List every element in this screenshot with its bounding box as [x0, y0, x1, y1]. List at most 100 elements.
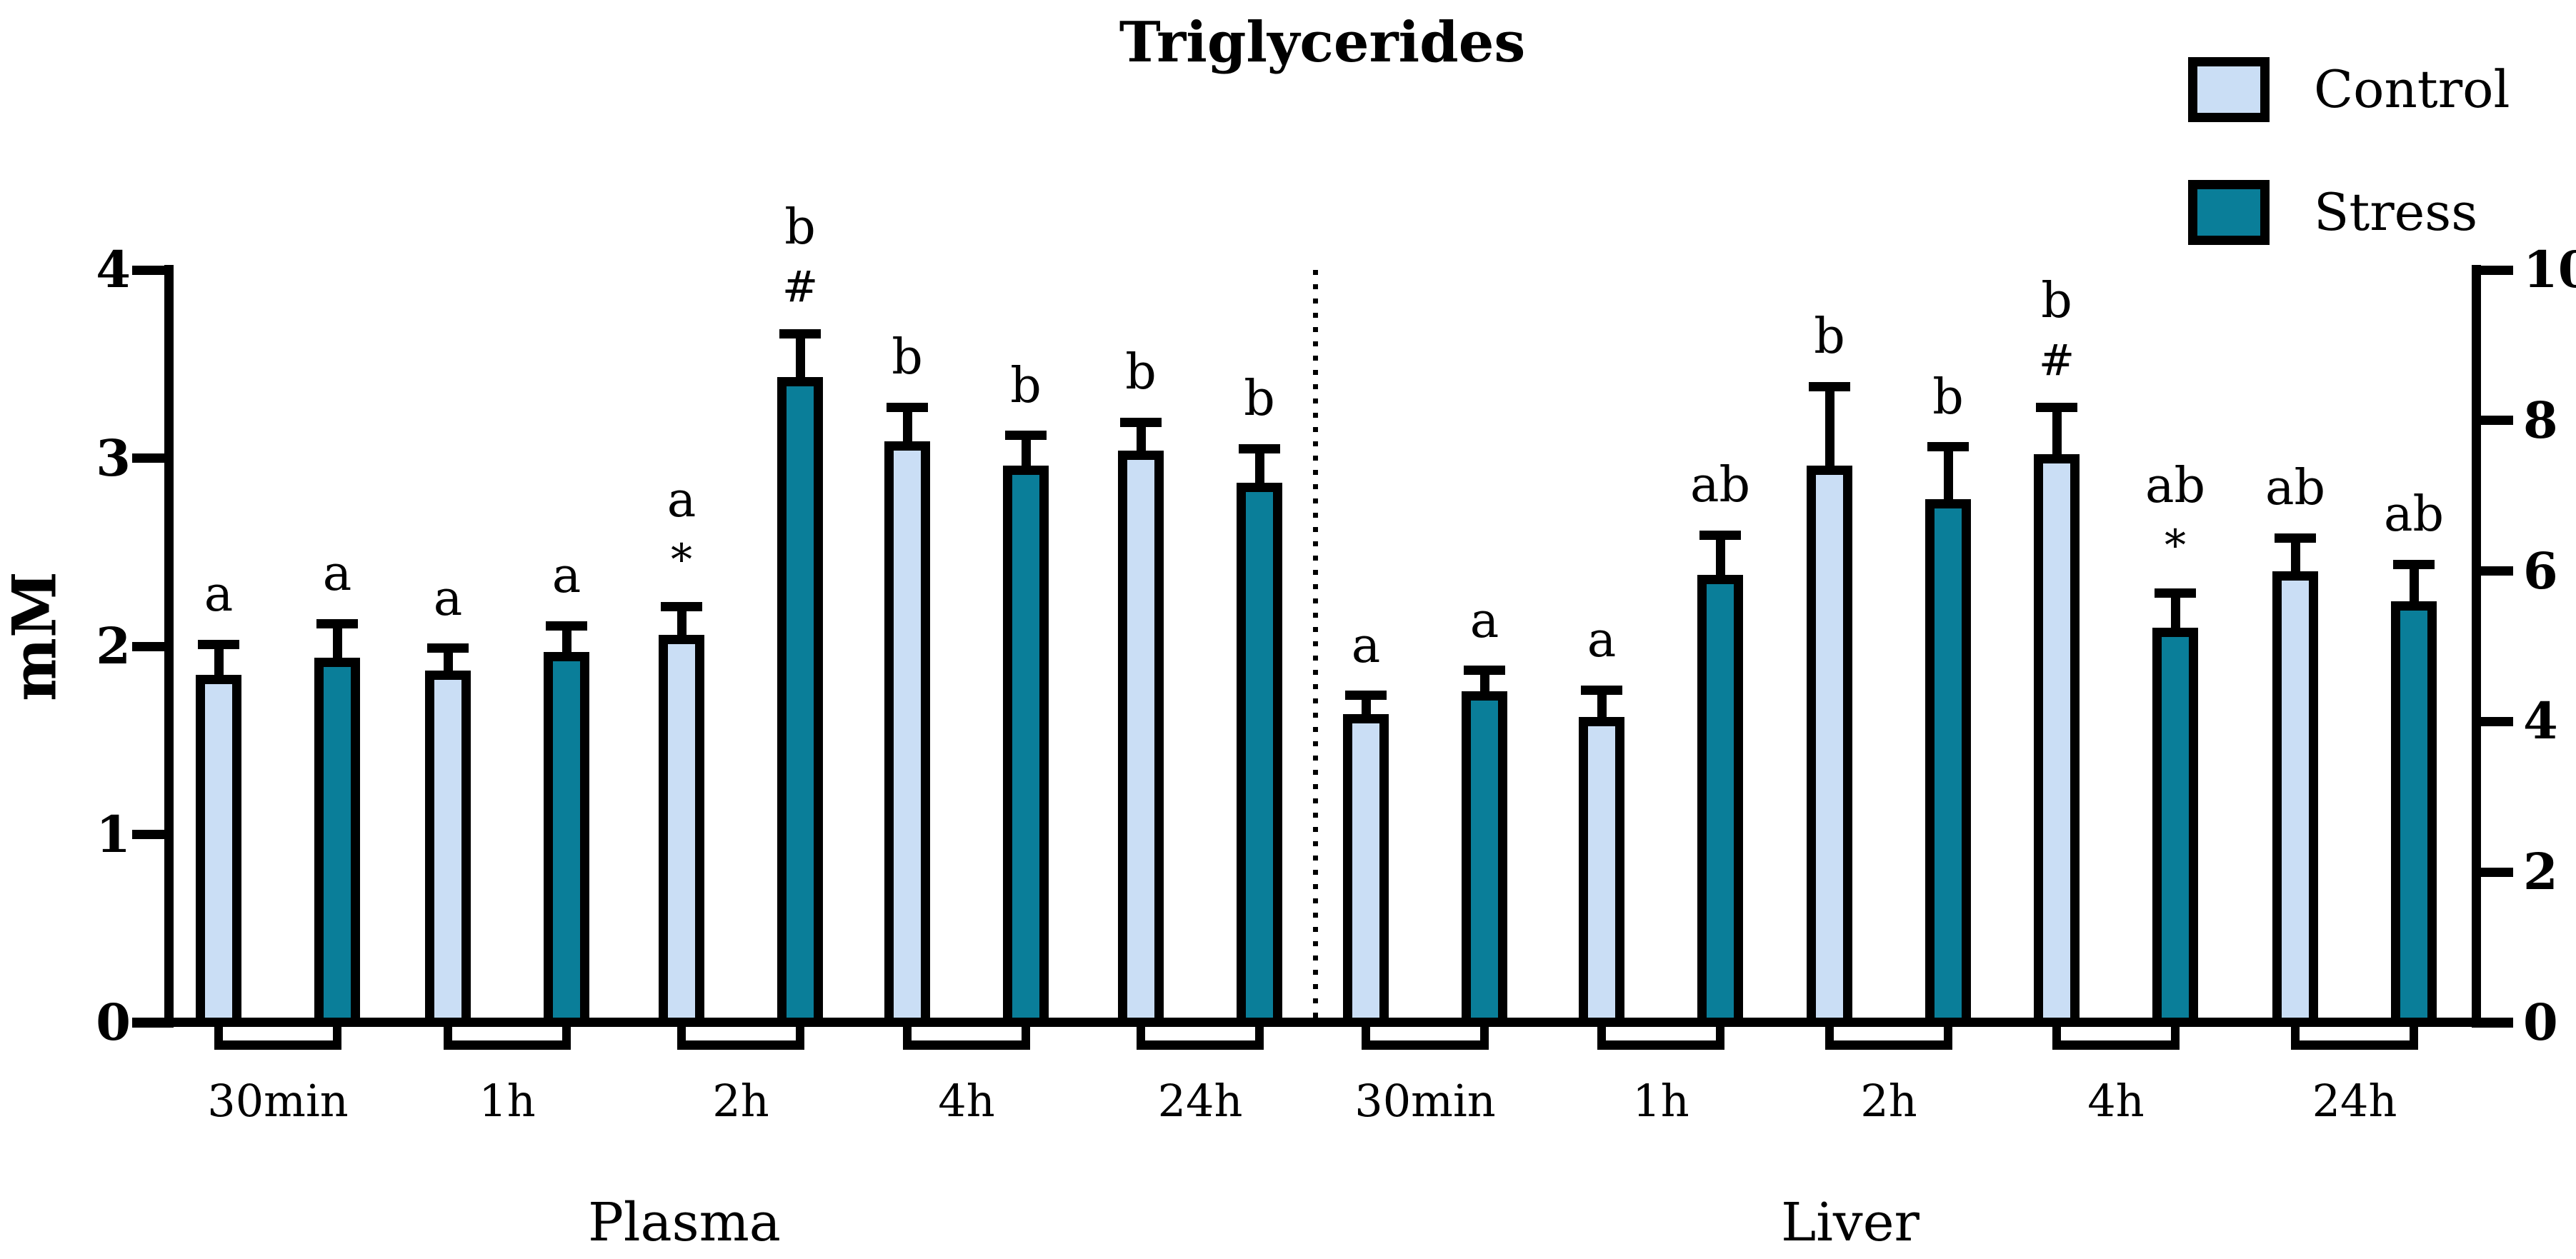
legend-item-control: Control: [2188, 57, 2510, 122]
bar-plasma-24h-control: [1118, 450, 1164, 1027]
right-axis-tick-4: [2472, 716, 2513, 726]
right-axis-tick-label-2: 2: [2523, 842, 2558, 902]
legend-label-stress: Stress: [2314, 182, 2478, 242]
sig-label-liver-30min-control: a: [1352, 616, 1381, 677]
category-label-plasma-1h: 1h: [479, 1075, 536, 1127]
bar-plasma-4h-control: [884, 441, 930, 1027]
sig-letter-liver-4h-stress: ab: [2145, 458, 2206, 515]
right-axis-tick-10: [2472, 265, 2513, 275]
right-axis-tick-label-4: 4: [2523, 691, 2558, 751]
bar-liver-4h-control: [2034, 454, 2080, 1027]
error-cap-plasma-4h-stress: [1005, 431, 1047, 441]
pair-bracket-liver-30min: [1362, 1025, 1489, 1050]
bar-liver-30min-stress: [1462, 691, 1507, 1027]
pair-bracket-liver-4h: [2052, 1025, 2180, 1050]
pair-bracket-liver-1h: [1597, 1025, 1724, 1050]
right-axis-tick-label-10: 10: [2523, 240, 2576, 299]
error-bar-plasma-2h-stress: [795, 333, 805, 391]
bar-plasma-2h-control: [659, 635, 704, 1027]
error-cap-plasma-24h-control: [1120, 417, 1162, 427]
sig-letter-liver-24h-control: ab: [2265, 460, 2326, 517]
right-axis-tick-0: [2472, 1018, 2513, 1028]
sig-letter-plasma-24h-control: b: [1125, 344, 1157, 401]
left-axis-tick-label-0: 0: [96, 993, 131, 1052]
bar-liver-1h-stress: [1697, 574, 1743, 1027]
sig-label-plasma-4h-stress: b: [1010, 356, 1042, 417]
bar-plasma-30min-control: [196, 674, 241, 1027]
error-cap-liver-30min-stress: [1464, 666, 1505, 676]
chart-title: Triglycerides: [1119, 10, 1526, 75]
sig-asterisk-liver-4h-stress: *: [2164, 521, 2186, 571]
left-axis-tick-4: [132, 265, 174, 275]
sig-label-liver-24h-stress: ab: [2384, 484, 2444, 546]
sig-letter-plasma-4h-stress: b: [1010, 357, 1042, 414]
bar-plasma-24h-stress: [1237, 482, 1282, 1027]
bar-liver-4h-stress: [2152, 627, 2198, 1027]
bar-liver-24h-stress: [2391, 601, 2437, 1027]
legend-item-stress: Stress: [2188, 180, 2477, 245]
sig-label-liver-1h-stress: ab: [1690, 455, 1750, 516]
left-axis-tick-3: [132, 453, 174, 463]
sig-label-liver-2h-stress: b: [1932, 367, 1964, 428]
pair-bracket-liver-2h: [1825, 1025, 1952, 1050]
legend-label-control: Control: [2314, 59, 2510, 119]
right-axis-tick-6: [2472, 566, 2513, 576]
error-cap-plasma-30min-control: [198, 639, 239, 649]
sig-letter-plasma-24h-stress: b: [1244, 371, 1275, 428]
sig-label-plasma-2h-control: a *: [667, 470, 697, 588]
right-axis-tick-2: [2472, 867, 2513, 877]
right-axis-tick-label-8: 8: [2523, 390, 2558, 450]
pair-bracket-plasma-24h: [1137, 1025, 1264, 1050]
category-label-plasma-4h: 4h: [938, 1075, 995, 1127]
error-cap-liver-24h-control: [2275, 533, 2316, 543]
bar-liver-2h-stress: [1925, 499, 1971, 1027]
error-cap-liver-2h-control: [1809, 381, 1850, 391]
x-axis-line: [132, 1018, 2513, 1027]
sig-label-plasma-30min-stress: a: [323, 543, 352, 605]
sig-label-liver-4h-control: b #: [2039, 271, 2075, 389]
sig-label-liver-4h-stress: ab *: [2145, 456, 2205, 574]
bar-liver-30min-control: [1343, 713, 1389, 1027]
sig-letter-plasma-2h-stress: b: [784, 199, 816, 256]
error-bar-liver-4h-control: [2052, 407, 2062, 468]
error-cap-plasma-1h-control: [427, 643, 469, 653]
legend-swatch-stress: [2188, 180, 2270, 245]
sig-hash-plasma-2h-stress: #: [782, 261, 819, 312]
bar-plasma-30min-stress: [314, 657, 360, 1027]
sig-label-liver-30min-stress: a: [1470, 591, 1499, 652]
right-axis-line: [2472, 265, 2481, 1027]
right-axis-tick-8: [2472, 416, 2513, 426]
error-bar-liver-2h-stress: [1943, 446, 1953, 513]
sig-label-plasma-30min-control: a: [204, 564, 234, 626]
bar-plasma-4h-stress: [1003, 466, 1049, 1027]
bar-liver-24h-control: [2272, 571, 2318, 1027]
pair-bracket-plasma-4h: [903, 1025, 1030, 1050]
category-label-liver-1h: 1h: [1632, 1075, 1689, 1127]
error-cap-liver-4h-control: [2036, 403, 2077, 413]
error-cap-liver-4h-stress: [2155, 588, 2196, 598]
sig-letter-liver-30min-control: a: [1351, 617, 1381, 674]
sig-letter-plasma-4h-control: b: [892, 329, 923, 386]
error-cap-liver-1h-control: [1581, 685, 1622, 695]
sig-letter-liver-24h-stress: ab: [2383, 486, 2445, 543]
left-axis-tick-label-4: 4: [96, 240, 131, 299]
sig-label-plasma-24h-stress: b: [1244, 368, 1275, 430]
sig-label-plasma-1h-control: a: [434, 568, 463, 630]
left-axis-tick-1: [132, 830, 174, 839]
category-label-liver-24h: 24h: [2312, 1075, 2397, 1127]
sig-label-plasma-4h-control: b: [892, 327, 923, 388]
bar-plasma-1h-stress: [544, 651, 589, 1027]
sig-letter-plasma-30min-control: a: [204, 566, 234, 623]
sig-label-liver-2h-control: b: [1814, 306, 1845, 368]
sig-letter-plasma-1h-control: a: [433, 570, 463, 627]
error-cap-liver-2h-stress: [1927, 442, 1969, 452]
category-label-liver-30min: 30min: [1354, 1075, 1496, 1127]
bar-liver-2h-control: [1807, 466, 1852, 1027]
left-axis-tick-label-3: 3: [96, 428, 131, 488]
sig-letter-liver-4h-control: b: [2041, 272, 2072, 329]
left-axis-tick-0: [132, 1018, 174, 1028]
error-cap-plasma-2h-control: [661, 602, 702, 612]
bar-plasma-2h-stress: [777, 377, 823, 1027]
